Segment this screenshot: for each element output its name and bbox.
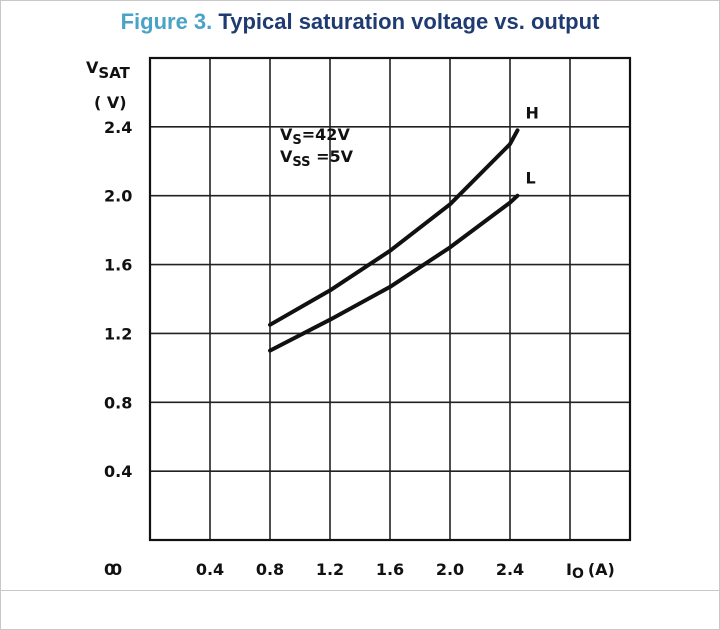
x-tick-label: 1.6 <box>376 560 404 579</box>
y-tick-label: 0 <box>104 560 115 579</box>
series-label-L: L <box>526 169 536 188</box>
figure-number: Figure 3. <box>120 9 213 34</box>
y-tick-label: 0.8 <box>104 393 132 412</box>
x-tick-label: 1.2 <box>316 560 344 579</box>
series-label-H: H <box>526 103 539 122</box>
y-tick-label: 0.4 <box>104 462 132 481</box>
figure-title-text: Typical saturation voltage vs. output <box>218 9 600 34</box>
plot-frame <box>148 56 632 542</box>
y-tick-label: 1.6 <box>104 256 132 275</box>
condition-label: VSS =5V <box>280 147 354 170</box>
x-tick-label: 2.0 <box>436 560 464 579</box>
figure-title: Figure 3. Typical saturation voltage vs.… <box>0 9 720 35</box>
y-tick-label: 1.2 <box>104 324 132 343</box>
series-line-L <box>268 193 520 353</box>
y-tick-label: 2.4 <box>104 118 132 137</box>
figure-divider <box>0 590 720 591</box>
y-axis-label: VSAT <box>86 58 131 82</box>
condition-label: VS=42V <box>280 125 350 148</box>
x-tick-label: 0.8 <box>256 560 284 579</box>
series-line-H <box>268 128 520 327</box>
y-axis-unit: ( V) <box>94 93 127 112</box>
x-axis-label: IO (A) <box>566 560 615 582</box>
x-tick-label: 0 <box>111 560 122 579</box>
x-tick-label: 0.4 <box>196 560 224 579</box>
y-tick-label: 2.0 <box>104 187 132 206</box>
x-tick-label: 2.4 <box>496 560 524 579</box>
